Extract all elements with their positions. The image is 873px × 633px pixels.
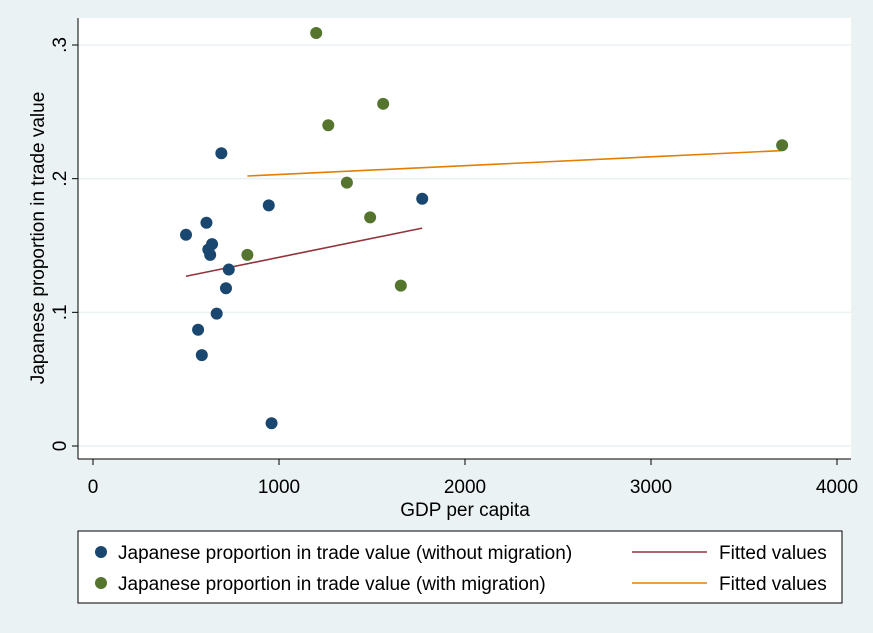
data-point bbox=[192, 323, 205, 336]
grid-lines bbox=[78, 44, 851, 447]
data-point bbox=[215, 147, 228, 160]
x-tick-label: 2000 bbox=[444, 477, 486, 498]
data-point bbox=[200, 216, 213, 229]
plot-area bbox=[78, 18, 851, 459]
fitted-line bbox=[247, 149, 783, 177]
legend-marker bbox=[95, 546, 107, 558]
legend-box bbox=[77, 530, 843, 604]
data-point bbox=[416, 192, 429, 205]
data-point bbox=[204, 248, 217, 261]
data-point bbox=[206, 238, 219, 251]
data-points bbox=[180, 26, 789, 430]
data-point bbox=[241, 248, 254, 261]
legend-label: Fitted values bbox=[719, 574, 827, 595]
x-tick-label: 4000 bbox=[816, 477, 858, 498]
data-point bbox=[222, 263, 235, 276]
x-tick-label: 0 bbox=[88, 477, 99, 498]
y-tick-label: .3 bbox=[50, 37, 71, 53]
data-point bbox=[364, 211, 377, 224]
x-axis-title: GDP per capita bbox=[400, 500, 530, 521]
x-tick-label: 3000 bbox=[630, 477, 672, 498]
data-point bbox=[219, 282, 232, 295]
legend-label: Japanese proportion in trade value (with… bbox=[118, 574, 546, 595]
data-point bbox=[377, 97, 390, 110]
data-point bbox=[265, 417, 278, 430]
y-axis-title: Japanese proportion in trade value bbox=[28, 92, 49, 385]
axis-ticks: 0 .1 .2 .3 0 1000 2000 3000 4000 bbox=[50, 37, 858, 498]
x-tick-label: 1000 bbox=[258, 477, 300, 498]
data-point bbox=[210, 307, 223, 320]
data-point bbox=[340, 176, 353, 189]
data-point bbox=[180, 228, 192, 241]
data-point bbox=[195, 349, 208, 362]
y-tick-label: .2 bbox=[50, 171, 71, 187]
y-tick-label: .1 bbox=[50, 304, 71, 320]
data-point bbox=[262, 199, 275, 212]
legend-label: Japanese proportion in trade value (with… bbox=[118, 543, 572, 564]
data-point bbox=[394, 279, 407, 292]
data-point bbox=[310, 26, 323, 39]
legend-label: Fitted values bbox=[719, 543, 827, 564]
legend: Japanese proportion in trade value (with… bbox=[77, 530, 843, 604]
data-point bbox=[776, 139, 789, 152]
y-tick-label: 0 bbox=[50, 441, 71, 452]
data-point bbox=[322, 119, 335, 132]
legend-marker bbox=[95, 577, 107, 589]
